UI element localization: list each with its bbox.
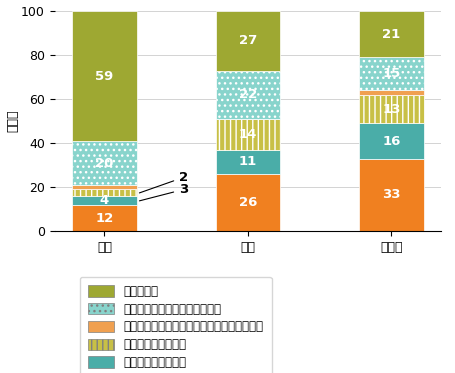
Legend: わからない, 過去・現在ともに行っていない, 過去には行っていたが、現在は行っていない, 国外から国内へのみ, 国内から国外へのみ, 国内から国外へ、国外から国: わからない, 過去・現在ともに行っていない, 過去には行っていたが、現在は行って… xyxy=(80,277,272,373)
Bar xyxy=(359,159,424,231)
Text: 21: 21 xyxy=(382,28,400,41)
Text: 14: 14 xyxy=(239,128,257,141)
Text: 11: 11 xyxy=(239,156,257,169)
Text: 2: 2 xyxy=(139,171,188,193)
Bar xyxy=(72,205,137,231)
Bar xyxy=(216,150,280,174)
Text: 4: 4 xyxy=(100,194,109,207)
Bar xyxy=(359,95,424,123)
Bar xyxy=(359,90,424,95)
Bar xyxy=(216,174,280,231)
Text: 15: 15 xyxy=(382,68,400,81)
Bar xyxy=(72,141,137,185)
Text: 59: 59 xyxy=(96,70,114,82)
Text: 20: 20 xyxy=(95,157,114,170)
Bar xyxy=(359,123,424,159)
Bar xyxy=(216,119,280,150)
Text: 33: 33 xyxy=(382,188,401,201)
Bar xyxy=(216,70,280,119)
Text: 26: 26 xyxy=(239,196,257,209)
Y-axis label: （％）: （％） xyxy=(7,110,20,132)
Text: 13: 13 xyxy=(382,103,401,116)
Text: 12: 12 xyxy=(96,211,114,225)
Text: 27: 27 xyxy=(239,34,257,47)
Bar xyxy=(72,185,137,189)
Bar xyxy=(72,11,137,141)
Text: 3: 3 xyxy=(139,183,188,201)
Bar xyxy=(72,189,137,196)
Text: 16: 16 xyxy=(382,135,401,148)
Bar xyxy=(72,196,137,205)
Bar xyxy=(359,57,424,90)
Text: 22: 22 xyxy=(239,88,257,101)
Bar xyxy=(216,11,280,70)
Bar xyxy=(359,11,424,57)
